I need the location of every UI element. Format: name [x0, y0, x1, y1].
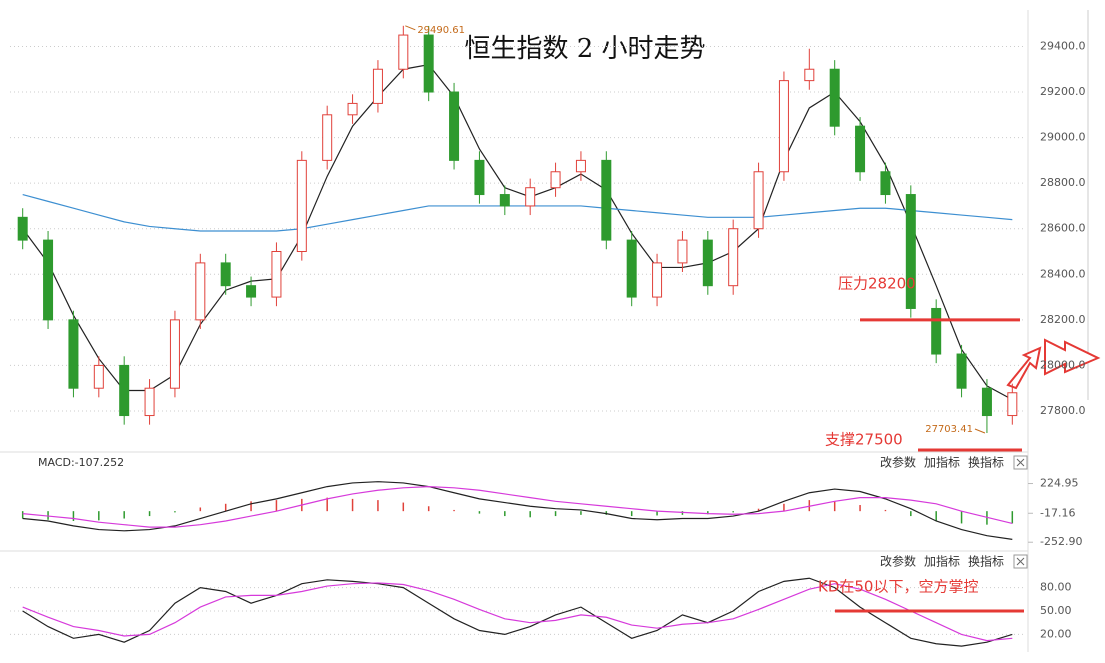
resistance-label: 压力28200: [838, 274, 916, 292]
candle-body: [1007, 392, 1018, 417]
candle-body: [880, 171, 891, 196]
y-tick-label: -17.16: [1040, 506, 1075, 519]
low-label: 27703.41: [925, 424, 973, 435]
panel-button[interactable]: 加指标: [924, 455, 960, 470]
candle-body: [322, 114, 333, 161]
candle-body: [753, 171, 764, 230]
indicator-line: [22, 582, 1013, 642]
candle-body: [246, 285, 257, 298]
y-tick-label: 29200.0: [1040, 85, 1086, 98]
candle-body: [296, 159, 307, 253]
candle-body: [271, 251, 282, 298]
candle-body: [601, 159, 612, 241]
indicator-line: [22, 481, 1013, 540]
candle-body: [804, 68, 815, 82]
panel-button[interactable]: 换指标: [968, 554, 1004, 569]
panel-button[interactable]: 换指标: [968, 455, 1004, 470]
arrow-icon: [1006, 346, 1042, 390]
candle-body: [93, 364, 104, 389]
arrow-icon: [1044, 338, 1101, 376]
candle-body: [43, 239, 54, 321]
candle-body: [525, 187, 536, 207]
close-icon: [1016, 458, 1025, 467]
candle-body: [169, 319, 180, 389]
indicator-line: [22, 577, 1013, 647]
candle-body: [423, 34, 434, 93]
indicator-line: [22, 485, 1013, 528]
candle-body: [474, 159, 485, 196]
y-tick-label: 29000.0: [1040, 131, 1086, 144]
support-label: 支撑27500: [825, 431, 903, 449]
y-tick-label: 224.95: [1040, 477, 1079, 490]
candle-body: [347, 102, 358, 116]
high-label: 29490.61: [417, 25, 465, 36]
candle-body: [220, 262, 231, 287]
candle-body: [981, 387, 992, 417]
y-tick-label: 20.00: [1040, 627, 1072, 640]
indicator-line: [22, 193, 1013, 232]
close-icon: [1016, 557, 1025, 566]
candle-body: [677, 239, 688, 264]
y-tick-label: 28200.0: [1040, 313, 1086, 326]
candle-body: [626, 239, 637, 298]
y-tick-label: 28600.0: [1040, 222, 1086, 235]
y-tick-label: 50.00: [1040, 604, 1072, 617]
y-tick-label: -252.90: [1040, 535, 1082, 548]
candle-body: [499, 194, 510, 207]
candle-body: [829, 68, 840, 127]
pointer: [405, 25, 416, 31]
candle-body: [144, 387, 155, 417]
y-tick-label: 29400.0: [1040, 39, 1086, 52]
panel-button[interactable]: 改参数: [880, 455, 916, 470]
y-tick-label: 80.00: [1040, 581, 1072, 594]
candle-body: [372, 68, 383, 104]
chart-title: 恒生指数 2 小时走势: [464, 34, 705, 64]
panel-button[interactable]: 加指标: [924, 554, 960, 569]
candle-body: [449, 91, 460, 161]
candle-body: [17, 216, 28, 241]
candle-body: [905, 194, 916, 309]
candle-body: [398, 34, 409, 70]
candle-body: [956, 353, 967, 389]
candle-body: [728, 228, 739, 287]
candle-body: [68, 319, 79, 389]
y-tick-label: 28000.0: [1040, 358, 1086, 371]
y-tick-label: 28800.0: [1040, 176, 1086, 189]
candle-body: [119, 364, 130, 417]
candle-body: [931, 307, 942, 355]
candle-body: [550, 171, 561, 189]
kd-level-label: KD在50以下，空方掌控: [818, 578, 978, 596]
y-tick-label: 27800.0: [1040, 404, 1086, 417]
candle-body: [778, 80, 789, 173]
indicator-line: [22, 64, 1013, 401]
candle-body: [575, 159, 586, 173]
candle-body: [652, 262, 663, 298]
candle-body: [855, 125, 866, 173]
y-tick-label: 28400.0: [1040, 267, 1086, 280]
candle-body: [702, 239, 713, 287]
panel-button[interactable]: 改参数: [880, 554, 916, 569]
pointer: [974, 428, 986, 434]
macd-header: MACD:-107.252: [38, 456, 124, 469]
candle-body: [195, 262, 206, 321]
